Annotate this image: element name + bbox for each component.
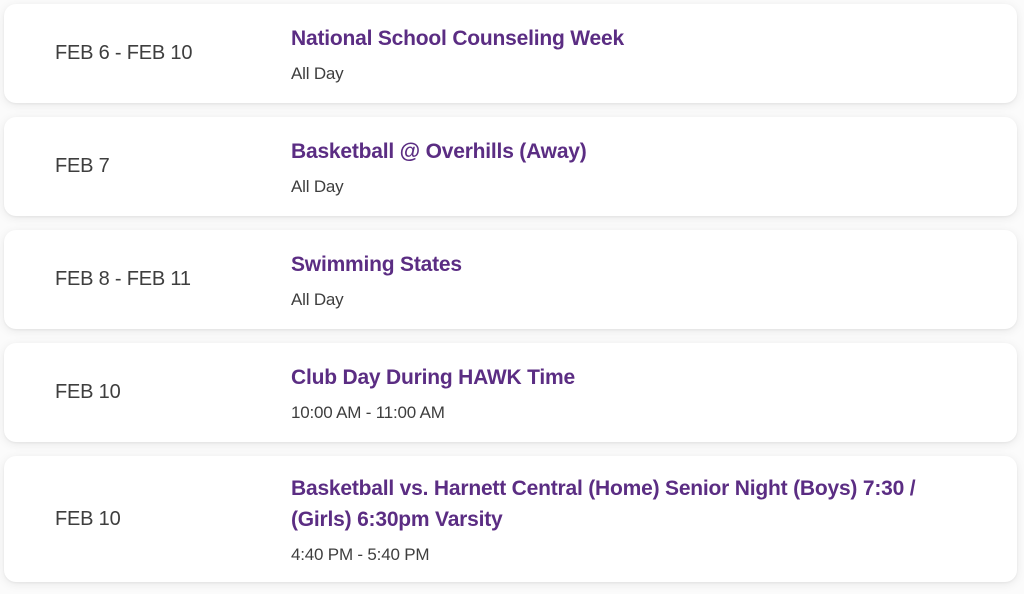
event-date-label: FEB 10: [55, 507, 121, 530]
event-card[interactable]: FEB 8 - FEB 11 Swimming States All Day: [4, 230, 1017, 329]
event-card[interactable]: FEB 6 - FEB 10 National School Counselin…: [4, 4, 1017, 103]
event-title-link[interactable]: Swimming States: [291, 253, 462, 276]
event-details: Club Day During HAWK Time 10:00 AM - 11:…: [291, 362, 959, 423]
event-title-link[interactable]: Basketball vs. Harnett Central (Home) Se…: [291, 477, 916, 531]
event-date-label: FEB 10: [55, 381, 121, 403]
events-list: FEB 6 - FEB 10 National School Counselin…: [0, 4, 1024, 582]
event-details: Swimming States All Day: [291, 249, 959, 310]
event-time-label: All Day: [291, 177, 344, 196]
event-time-label: All Day: [291, 290, 344, 309]
event-date-label: FEB 7: [55, 155, 110, 177]
event-card[interactable]: FEB 7 Basketball @ Overhills (Away) All …: [4, 117, 1017, 216]
event-title-link[interactable]: Basketball @ Overhills (Away): [291, 140, 587, 163]
event-card[interactable]: FEB 10 Club Day During HAWK Time 10:00 A…: [4, 343, 1017, 442]
event-title-link[interactable]: National School Counseling Week: [291, 27, 624, 50]
event-card[interactable]: FEB 10 Basketball vs. Harnett Central (H…: [4, 456, 1017, 582]
event-time-label: 10:00 AM - 11:00 AM: [291, 403, 445, 422]
event-time-label: All Day: [291, 64, 344, 83]
event-title-link[interactable]: Club Day During HAWK Time: [291, 366, 575, 389]
event-date-label: FEB 6 - FEB 10: [55, 42, 193, 64]
event-details: National School Counseling Week All Day: [291, 23, 959, 84]
event-details: Basketball @ Overhills (Away) All Day: [291, 136, 959, 197]
event-date-label: FEB 8 - FEB 11: [55, 268, 191, 290]
event-details: Basketball vs. Harnett Central (Home) Se…: [291, 473, 959, 565]
event-time-label: 4:40 PM - 5:40 PM: [291, 545, 430, 564]
